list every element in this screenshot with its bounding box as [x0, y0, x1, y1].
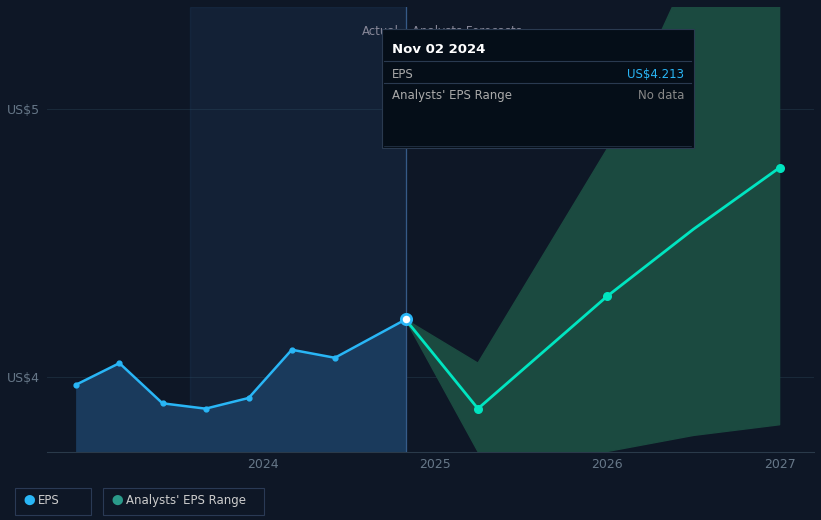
Point [199, 405, 212, 413]
Point [399, 315, 412, 323]
Text: No data: No data [638, 89, 684, 102]
Point [471, 405, 484, 413]
Point [70, 381, 83, 389]
Point [601, 292, 614, 301]
Point [112, 359, 126, 367]
Point [773, 163, 787, 172]
Text: ⬤: ⬤ [112, 495, 123, 505]
Point [399, 315, 412, 323]
Text: US$4.213: US$4.213 [627, 68, 684, 81]
Text: EPS: EPS [392, 68, 413, 81]
Point [242, 394, 255, 402]
Text: Analysts Forecasts: Analysts Forecasts [412, 25, 522, 38]
Text: Nov 02 2024: Nov 02 2024 [392, 43, 485, 56]
Text: Analysts' EPS Range: Analysts' EPS Range [392, 89, 511, 102]
Point [285, 346, 298, 354]
Point [156, 399, 169, 408]
Text: EPS: EPS [38, 494, 59, 506]
Text: ⬤: ⬤ [23, 495, 34, 505]
Text: Analysts' EPS Range: Analysts' EPS Range [126, 494, 246, 506]
Text: Actual: Actual [361, 25, 399, 38]
Bar [190, 7, 406, 451]
Point [328, 354, 342, 362]
